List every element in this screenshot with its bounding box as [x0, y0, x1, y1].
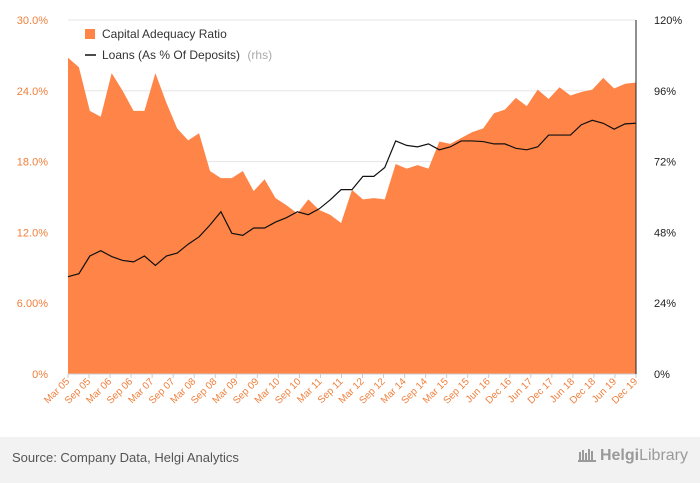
left-tick-label: 30.0% [17, 15, 48, 27]
source-note: Source: Company Data, Helgi Analytics [12, 450, 239, 465]
right-tick-label: 24% [654, 298, 676, 310]
brand-logo: HelgiLibrary [577, 447, 688, 465]
brand-name-second: Library [639, 447, 688, 464]
left-axis-ticks: 0% 6.00% 12.0% 18.0% 24.0% 30.0% [17, 15, 48, 381]
left-tick-label: 12.0% [17, 227, 48, 239]
right-tick-label: 96% [654, 86, 676, 98]
left-tick-label: 24.0% [17, 86, 48, 98]
legend-label-capital-adequacy-ratio: Capital Adequacy Ratio [102, 27, 227, 41]
right-tick-label: 48% [654, 227, 676, 239]
library-icon [577, 449, 596, 462]
series-capital-adequacy-ratio-area [68, 57, 636, 374]
series-area-group [68, 57, 636, 374]
left-tick-label: 18.0% [17, 157, 48, 169]
left-tick-label: 0% [32, 369, 48, 381]
right-tick-label: 0% [654, 369, 670, 381]
right-tick-label: 72% [654, 157, 676, 169]
brand-name-first: Helgi [599, 447, 640, 464]
right-axis-ticks: 0% 24% 48% 72% 96% 120% [654, 15, 682, 381]
legend-label-loans-text: Loans (As % Of Deposits) [102, 48, 240, 62]
axes [68, 20, 637, 375]
legend-label-loans: Loans (As % Of Deposits) (rhs) [102, 48, 272, 62]
footer: Source: Company Data, Helgi Analytics He… [0, 437, 700, 483]
legend: Capital Adequacy Ratio Loans (As % Of De… [85, 27, 272, 62]
right-tick-label: 120% [654, 15, 682, 27]
legend-swatch-capital-adequacy-ratio [85, 29, 95, 39]
chart-svg: 0% 6.00% 12.0% 18.0% 24.0% 30.0% 0% 24% 48% 72% 9… [17, 15, 683, 407]
series-loans-line [67, 119, 637, 278]
legend-label-loans-suffix: (rhs) [247, 48, 272, 62]
left-tick-label: 6.00% [17, 298, 48, 310]
series-line-group [67, 119, 637, 278]
